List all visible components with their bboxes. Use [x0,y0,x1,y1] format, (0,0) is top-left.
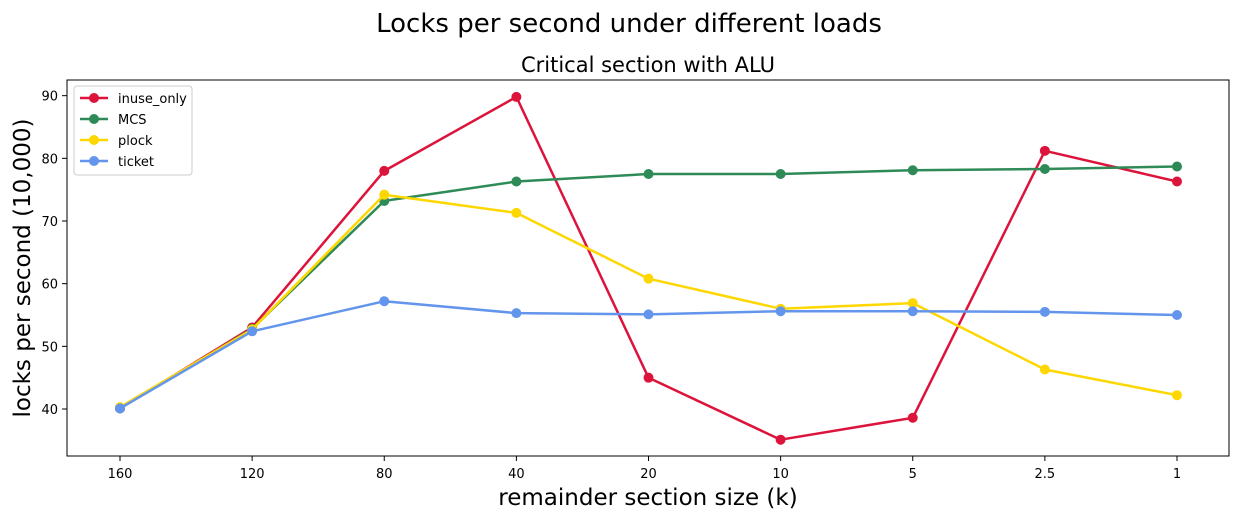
legend-item: inuse_only [80,92,187,107]
chart-title: Critical section with ALU [521,53,775,77]
x-tick-label: 80 [376,467,393,482]
data-point [1039,163,1050,174]
legend-label: ticket [118,155,154,170]
data-point [1039,306,1050,317]
y-tick-label: 40 [41,403,58,418]
data-point [379,189,390,200]
y-tick-label: 50 [41,340,58,355]
data-point [511,176,522,187]
x-tick-label: 40 [508,467,525,482]
legend-label: plock [118,134,153,149]
legend-box [73,85,193,176]
x-tick-label: 5 [909,467,917,482]
data-point [247,326,258,337]
data-point [907,298,918,309]
y-tick-label: 90 [41,90,58,105]
data-point [379,296,390,307]
y-tick-label: 60 [41,278,58,293]
series-line [119,95,1178,441]
series-inuse_only [115,91,1182,445]
data-point [1039,364,1050,375]
figure-suptitle: Locks per second under different loads [376,9,882,39]
x-tick-label: 1 [1173,467,1181,482]
data-point [643,372,654,383]
legend-item: plock [80,134,153,149]
data-point [907,412,918,423]
x-axis-label: remainder section size (k) [498,485,797,511]
data-point [1172,161,1182,172]
data-point [379,165,390,176]
legend-swatch-marker [89,114,99,124]
data-point [775,169,786,179]
legend-swatch-marker [89,156,99,166]
x-tick-label: 160 [108,467,133,482]
series-ticket [115,296,1182,414]
data-point [907,165,918,176]
legend: inuse_only MCS plock ticket [73,85,193,176]
y-tick-label: 80 [41,152,58,167]
y-tick-label: 70 [41,215,58,230]
plot-area [66,79,1230,457]
x-axis-ticks: 160 120 80 40 20 10 5 2.5 1 [108,456,1181,482]
x-tick-label: 2.5 [1035,467,1056,482]
data-point [1172,390,1182,401]
data-point [643,309,654,320]
x-tick-label: 120 [240,467,265,482]
data-point [1039,145,1050,156]
legend-swatch-marker [89,93,99,103]
data-point [1172,176,1182,187]
y-axis-label: locks per second (10,000) [10,119,36,418]
data-point [775,306,786,317]
data-point [115,403,125,414]
legend-item: ticket [80,155,154,170]
legend-swatch-marker [89,135,99,145]
data-point [1172,310,1182,320]
data-point [775,434,786,445]
legend-label: MCS [118,113,147,128]
legend-label: inuse_only [118,92,187,107]
y-axis-ticks: 40 50 60 70 80 90 [41,90,67,418]
data-point [643,273,654,284]
x-tick-label: 10 [772,467,789,482]
data-point [511,207,522,218]
data-point [907,306,918,317]
data-point [511,91,522,102]
data-point [643,169,654,179]
legend-item: MCS [80,113,147,128]
x-tick-label: 20 [640,467,657,482]
series-layer [115,91,1182,445]
data-point [511,308,522,319]
